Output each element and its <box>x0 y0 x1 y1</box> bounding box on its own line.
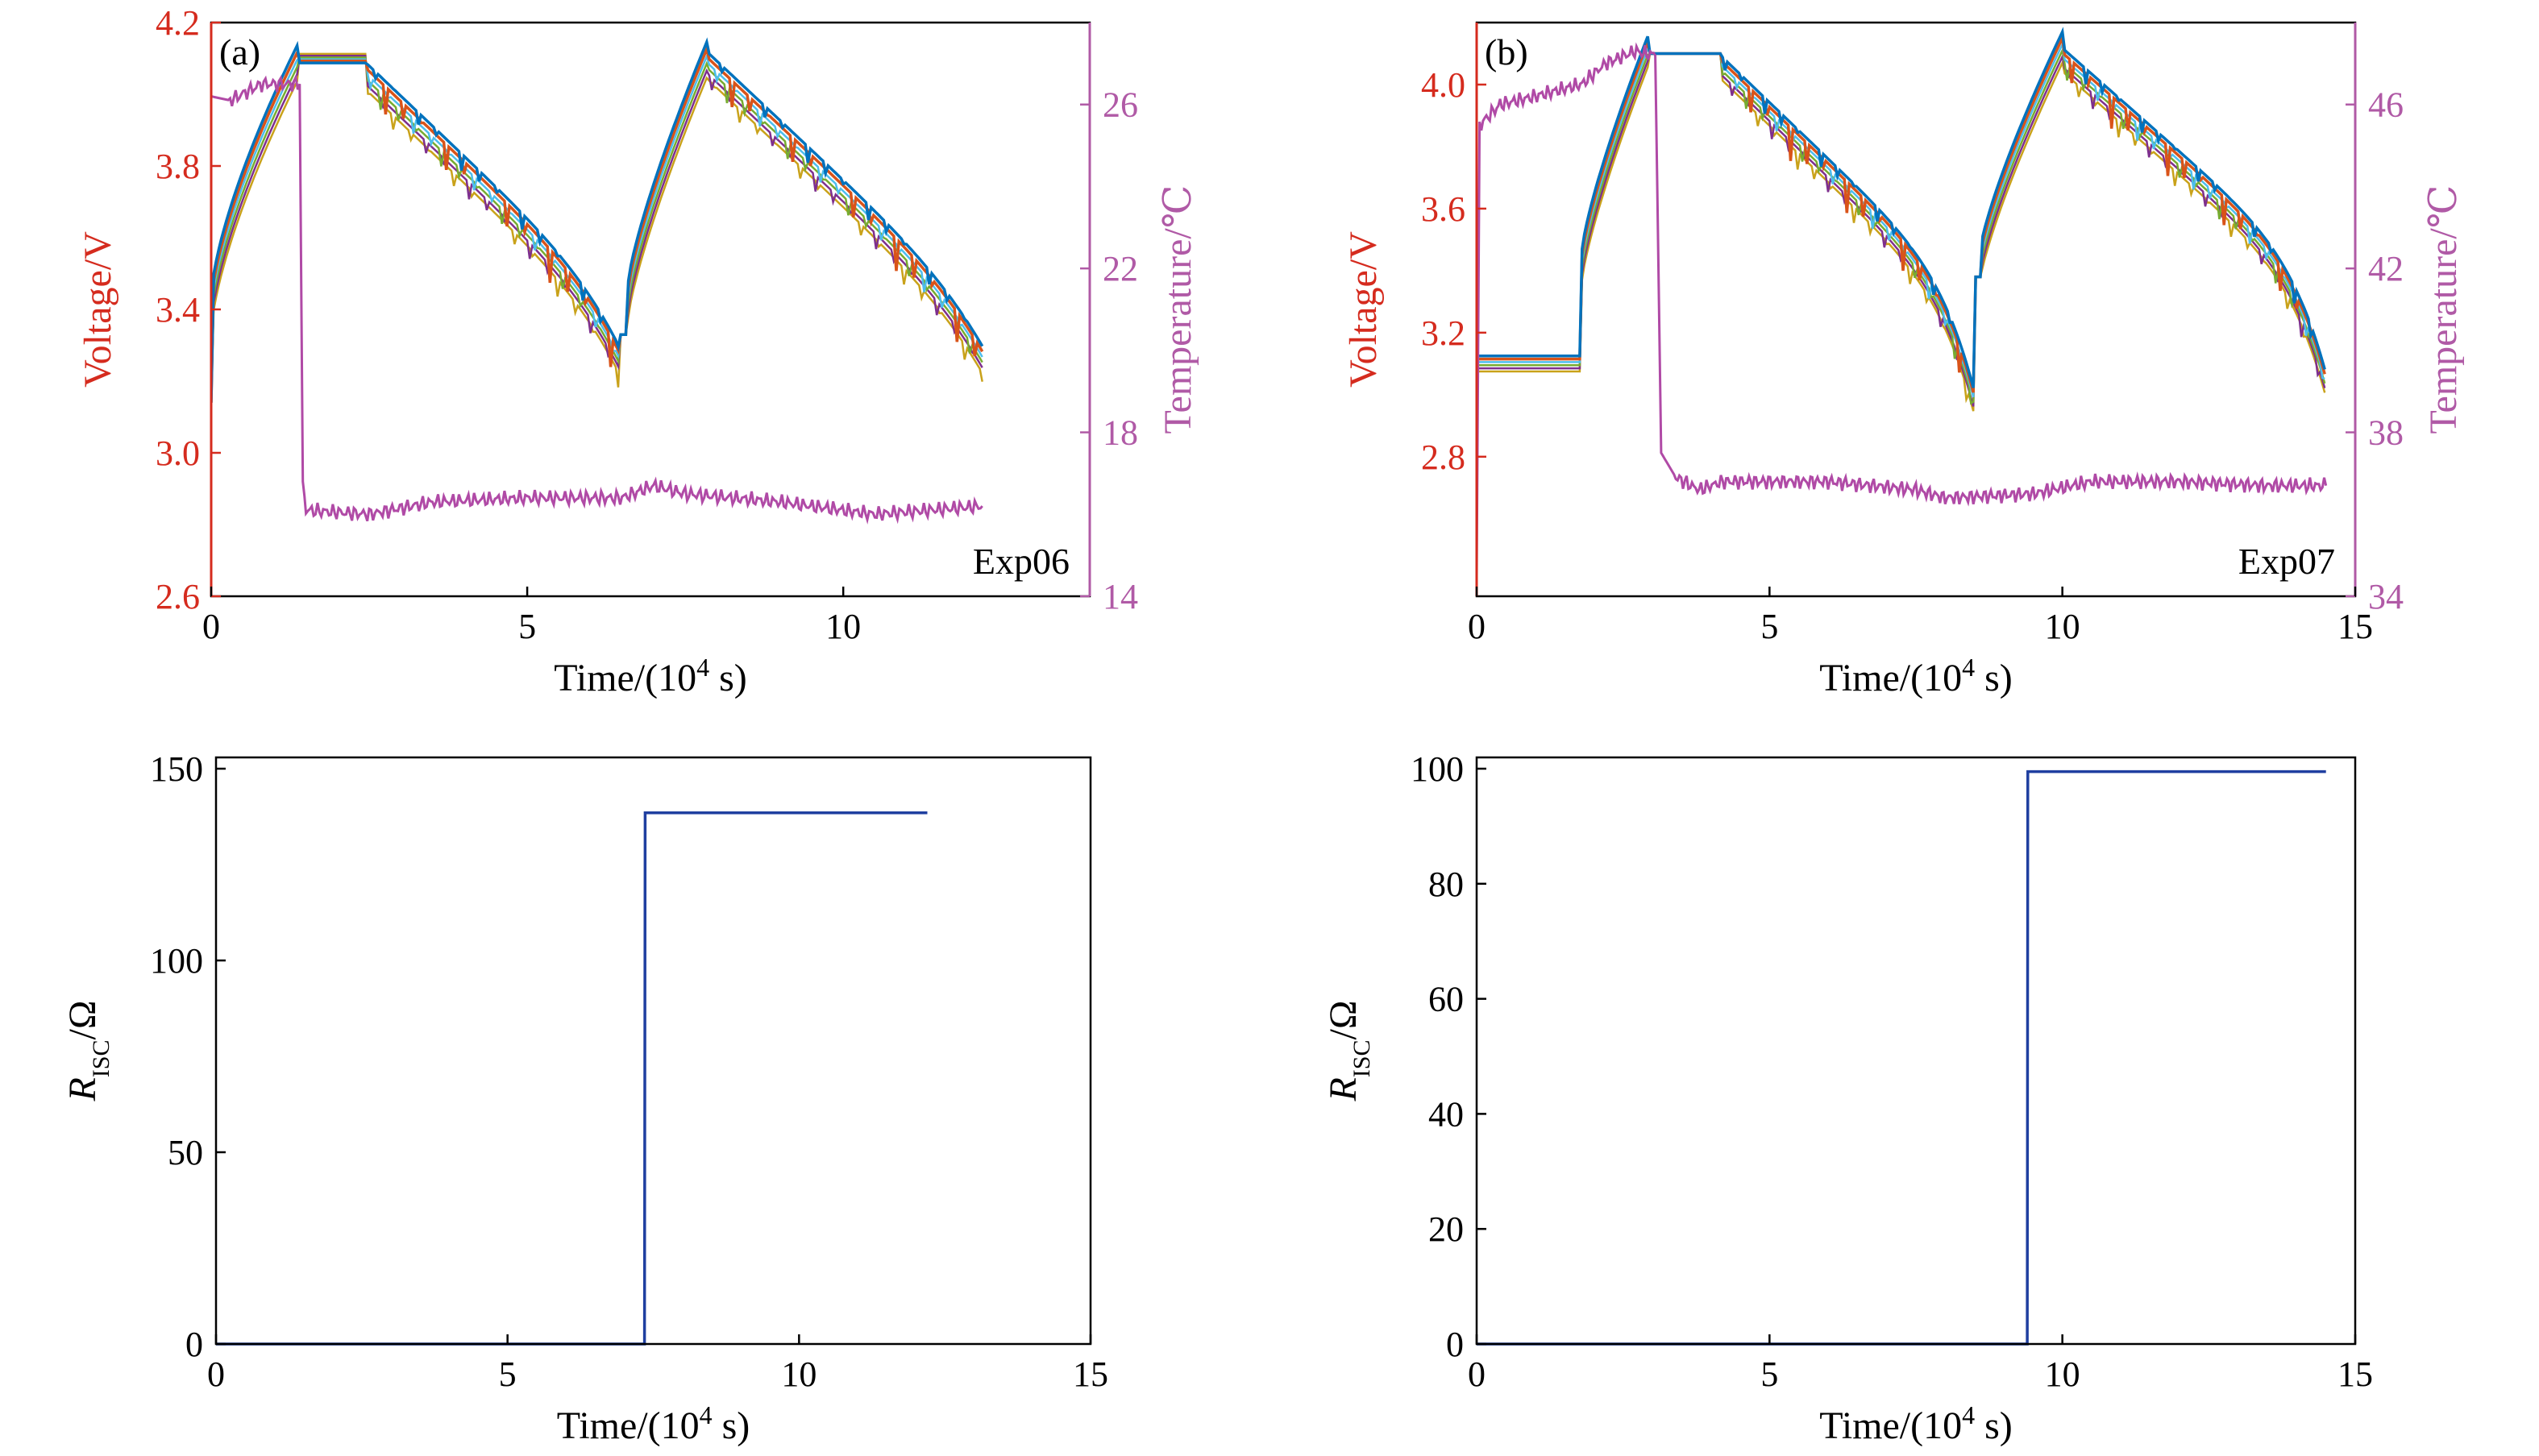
x-tick-label: 15 <box>2337 1354 2373 1394</box>
y-tick-label: 3.4 <box>156 290 200 330</box>
y-tick-label: 4.2 <box>156 3 200 43</box>
experiment-label: Exp07 <box>2238 541 2335 582</box>
y-axis-title: Voltage/V <box>1342 231 1385 388</box>
y2-axis-title: Temperature/℃ <box>2422 185 2465 434</box>
x-axis-title: Time/(104 s) <box>557 1400 750 1447</box>
panel-c-risc: 0 50 100 150 0 5 10 15 Time/(104 s) RISC/Ω <box>61 749 1108 1447</box>
voltage-series-line <box>211 37 984 403</box>
voltage-series-line <box>211 44 984 403</box>
y2-axis-title: Temperature/℃ <box>1157 185 1199 434</box>
x-tick-label: 10 <box>2045 607 2080 646</box>
voltage-series-line <box>211 53 983 403</box>
panel-label: (b) <box>1485 31 1528 73</box>
x-tick-label: 0 <box>202 607 220 646</box>
x-tick-label: 15 <box>1073 1354 1108 1394</box>
x-tick-label: 5 <box>1760 607 1778 646</box>
x-axis-title: Time/(104 s) <box>1819 1400 2013 1447</box>
y-tick-label: 2.6 <box>156 577 200 616</box>
voltage-series-group <box>211 37 984 525</box>
y-tick-label: 20 <box>1428 1209 1464 1249</box>
x-tick-label: 5 <box>518 607 536 646</box>
y2-tick-label: 42 <box>2368 249 2404 288</box>
y2-tick-label: 18 <box>1103 413 1138 453</box>
x-tick-label: 0 <box>207 1354 225 1394</box>
x-tick-label: 5 <box>1760 1354 1778 1394</box>
x-tick-label: 5 <box>499 1354 517 1394</box>
y2-tick-label: 46 <box>2368 85 2404 125</box>
x-tick-label: 15 <box>2337 607 2373 646</box>
y2-tick-label: 34 <box>2368 577 2404 616</box>
y-axis-title: RISC/Ω <box>1322 1000 1375 1101</box>
x-tick-label: 0 <box>1468 1354 1486 1394</box>
y-tick-label: 3.8 <box>156 147 200 186</box>
plot-frame <box>1475 756 2357 1346</box>
y-tick-label: 50 <box>168 1133 203 1172</box>
y-tick-label: 150 <box>150 749 203 789</box>
y-tick-label: 100 <box>1411 749 1464 789</box>
temperature-series-line <box>211 74 983 525</box>
voltage-series-line <box>1477 27 2326 388</box>
y-tick-label: 80 <box>1428 865 1464 904</box>
y-tick-label: 3.6 <box>1421 189 1465 229</box>
x-tick-label: 10 <box>825 607 861 646</box>
y-tick-label: 3.2 <box>1421 313 1465 353</box>
plot-frame <box>1475 21 2357 598</box>
x-tick-label: 10 <box>2045 1354 2080 1394</box>
x-axis-title: Time/(104 s) <box>1819 653 2013 699</box>
x-axis-title: Time/(104 s) <box>554 653 747 699</box>
voltage-series-line <box>1477 52 2326 407</box>
panel-b-voltage-temperature: 2.8 3.2 3.6 4.0 34 38 42 46 0 5 10 15 Time/(104 s) Vo… <box>1342 21 2465 699</box>
y-tick-label: 0 <box>185 1325 203 1364</box>
y-axis-title: RISC/Ω <box>61 1000 114 1101</box>
y-tick-label: 3.0 <box>156 433 200 473</box>
temperature-series-line <box>1477 42 2328 576</box>
experiment-label: Exp06 <box>973 541 1070 582</box>
voltage-series-group <box>1477 27 2328 576</box>
panel-label: (a) <box>219 31 260 73</box>
y-tick-label: 40 <box>1428 1094 1464 1134</box>
x-tick-label: 10 <box>781 1354 817 1394</box>
voltage-series-line <box>1477 47 2326 405</box>
y-axis-title: Voltage/V <box>77 231 119 388</box>
y-tick-label: 0 <box>1446 1325 1464 1364</box>
y-tick-label: 100 <box>150 941 203 981</box>
risc-series-line <box>1477 769 2326 1346</box>
y2-tick-label: 38 <box>2368 413 2404 453</box>
voltage-series-line <box>1477 40 2325 398</box>
panel-d-risc: 0 20 40 60 80 100 0 5 10 15 Time/(104 s) RISC/Ω <box>1322 749 2373 1447</box>
y2-tick-label: 14 <box>1103 577 1138 616</box>
risc-series-line <box>216 811 928 1346</box>
voltage-series-line <box>1477 33 2326 393</box>
y-tick-label: 4.0 <box>1421 65 1465 105</box>
y2-tick-label: 26 <box>1103 85 1138 125</box>
y-tick-label: 2.8 <box>1421 438 1465 477</box>
voltage-series-line <box>211 52 983 403</box>
plot-frame <box>214 756 1092 1346</box>
x-tick-label: 0 <box>1468 607 1486 646</box>
y-tick-label: 60 <box>1428 980 1464 1019</box>
y2-tick-label: 22 <box>1103 249 1138 288</box>
panel-a-voltage-temperature: 2.6 3.0 3.4 3.8 4.2 14 18 22 26 0 5 10 Time/(104 s) V… <box>77 3 1199 699</box>
